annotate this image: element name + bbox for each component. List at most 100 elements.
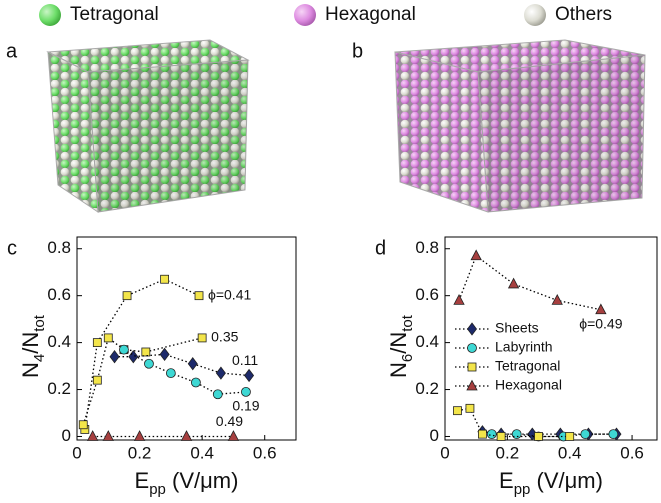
- marker: [244, 368, 255, 383]
- marker: [92, 375, 102, 385]
- y-tick-label: 0: [62, 426, 71, 445]
- marker: [511, 429, 522, 440]
- legend-marker: [466, 379, 478, 391]
- marker: [119, 344, 129, 355]
- legend-marker: [467, 343, 477, 353]
- label-part: (V/μm): [166, 468, 239, 493]
- y-tick-label: 0.6: [415, 285, 439, 304]
- marker: [92, 338, 102, 348]
- marker: [102, 430, 114, 441]
- marker: [534, 432, 543, 441]
- series-line: [482, 431, 617, 435]
- marker: [122, 291, 132, 301]
- marker: [465, 403, 475, 413]
- marker: [486, 429, 497, 440]
- legend-text: Tetragonal: [495, 358, 560, 374]
- label-part: tot: [31, 314, 48, 332]
- panel-label: a: [6, 40, 18, 62]
- marker: [160, 274, 170, 284]
- series-line: [114, 353, 250, 377]
- series-label: ϕ=0.41: [208, 286, 251, 302]
- series-label: 0.19: [232, 398, 259, 414]
- marker: [109, 350, 120, 364]
- axis-label: N4/Ntot: [18, 314, 49, 378]
- label-part: E: [499, 468, 514, 493]
- legend-text: Tetragonal: [70, 4, 159, 25]
- series-label: 0.11: [232, 352, 258, 368]
- marker: [197, 333, 207, 343]
- series-line: [458, 254, 602, 311]
- axis-label: Epp (V/μm): [135, 468, 239, 499]
- marker: [470, 249, 482, 261]
- x-tick-label: 0.2: [496, 443, 520, 462]
- marker: [187, 357, 198, 371]
- x-tick-label: 0: [72, 443, 81, 462]
- x-tick-label: 0.2: [128, 443, 152, 462]
- y-tick-label: 0: [430, 426, 439, 445]
- label-part: /N: [18, 332, 43, 354]
- marker: [565, 432, 575, 441]
- top-legend: Tetragonal Hexagonal Others: [39, 4, 612, 26]
- y-tick-label: 0.2: [415, 379, 439, 398]
- panel-label: b: [352, 40, 363, 62]
- x-tick-label: 0.4: [190, 443, 214, 462]
- legend-text: Hexagonal: [325, 4, 416, 25]
- marker: [608, 429, 619, 440]
- marker: [241, 386, 251, 397]
- marker: [215, 366, 226, 380]
- marker: [580, 429, 591, 440]
- marker: [144, 358, 154, 369]
- label-part: 6: [399, 354, 416, 362]
- legend-marker: [467, 322, 477, 336]
- marker: [103, 333, 113, 343]
- marker: [128, 350, 139, 364]
- label-part: N: [18, 362, 43, 378]
- marker: [496, 432, 506, 441]
- series-label: 0.49: [216, 413, 243, 429]
- marker: [86, 430, 99, 441]
- legend-text: Sheets: [495, 320, 539, 336]
- plot-frame: [444, 236, 658, 441]
- x-tick-label: 0: [440, 443, 449, 462]
- marker: [595, 303, 607, 315]
- x-tick-label: 0.4: [558, 443, 582, 462]
- series-line: [84, 278, 200, 430]
- marker: [141, 347, 151, 357]
- marker: [180, 430, 193, 441]
- legend-text: Labyrinth: [495, 339, 553, 355]
- label-part: N: [386, 362, 411, 378]
- marker: [551, 294, 563, 305]
- label-part: E: [135, 468, 150, 493]
- marker: [507, 277, 520, 289]
- y-tick-label: 0.4: [47, 332, 71, 351]
- y-tick-label: 0.4: [415, 332, 439, 351]
- legend-sphere: [524, 4, 546, 26]
- legend-sphere: [294, 4, 316, 26]
- y-tick-label: 0.6: [47, 285, 71, 304]
- marker: [133, 430, 146, 441]
- panel-label: d: [375, 237, 386, 259]
- render-a: [46, 39, 250, 213]
- marker: [227, 430, 240, 441]
- marker: [165, 368, 176, 379]
- series-label: 0.35: [211, 329, 238, 345]
- marker: [453, 294, 465, 305]
- panel-label: c: [7, 237, 17, 259]
- label-part: tot: [399, 314, 416, 332]
- y-tick-label: 0.8: [415, 238, 439, 257]
- label-part: /N: [386, 332, 411, 354]
- y-tick-label: 0.2: [47, 379, 71, 398]
- marker: [78, 420, 88, 430]
- series-line: [82, 336, 203, 425]
- axis-label: N6/Ntot: [386, 314, 417, 378]
- series-label: ϕ=0.49: [579, 315, 622, 331]
- x-tick-label: 0.6: [620, 443, 644, 462]
- marker: [453, 406, 462, 416]
- marker: [190, 377, 201, 388]
- label-part: pp: [149, 481, 166, 498]
- marker: [212, 389, 223, 400]
- marker: [159, 347, 170, 362]
- marker: [478, 429, 487, 439]
- label-part: pp: [514, 481, 531, 498]
